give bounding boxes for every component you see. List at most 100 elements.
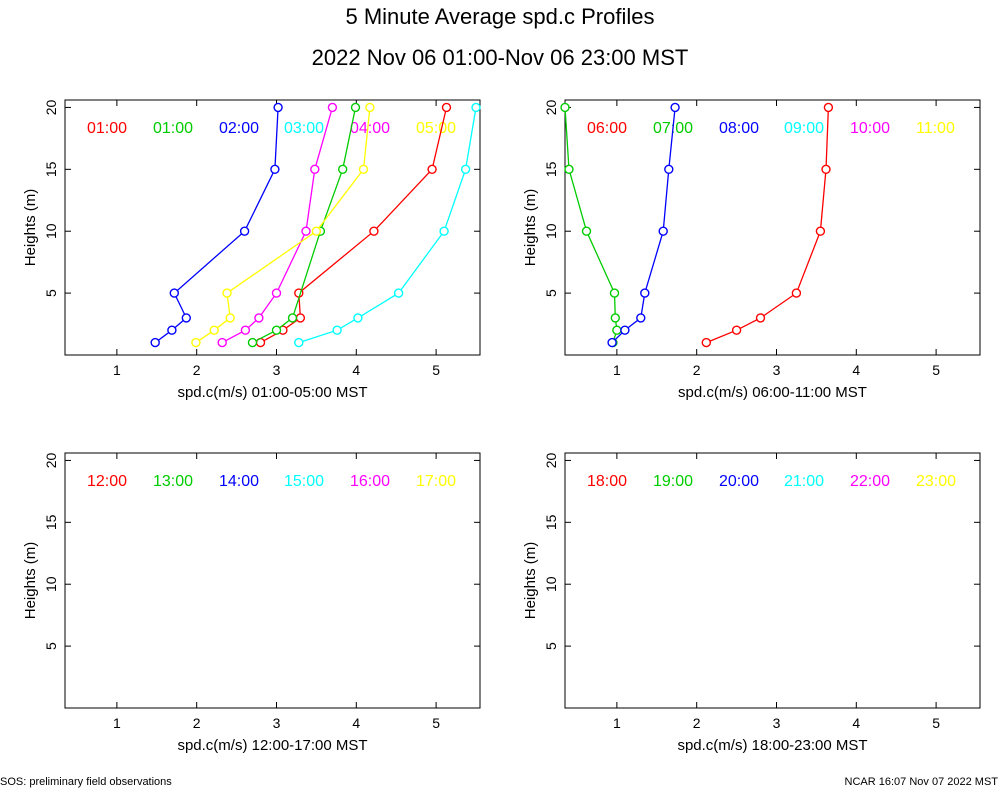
x-tick-label: 5: [432, 715, 440, 731]
data-point: [755, 313, 766, 323]
y-tick-label: 5: [543, 642, 559, 650]
x-tick-label: 4: [852, 362, 860, 378]
legend-entry: 01:00: [87, 120, 127, 137]
legend-entry: 11:00: [916, 120, 955, 137]
y-tick-label: 5: [43, 642, 59, 650]
y-axis-label: Heights (m): [22, 542, 39, 620]
legend-entry: 23:00: [916, 473, 956, 490]
data-point: [271, 325, 282, 335]
y-tick-label: 15: [543, 161, 559, 177]
data-point: [823, 102, 834, 113]
legend-entry: 01:00: [153, 120, 193, 137]
data-point: [815, 226, 826, 236]
x-tick-label: 3: [273, 715, 281, 731]
legend-entry: 17:00: [416, 473, 456, 490]
x-tick-label: 4: [352, 715, 360, 731]
x-axis-label: spd.c(m/s) 18:00-23:00 MST: [677, 737, 867, 754]
x-tick-label: 5: [932, 715, 940, 731]
data-point: [560, 102, 570, 113]
legend-entry: 19:00: [653, 473, 693, 490]
y-tick-label: 10: [543, 223, 559, 239]
data-point: [217, 337, 227, 348]
x-axis-label: spd.c(m/s) 01:00-05:00 MST: [177, 384, 367, 401]
legend-entry: 20:00: [719, 473, 759, 490]
footer-source-note: SOS: preliminary field observations: [0, 776, 172, 788]
data-point: [209, 325, 219, 335]
y-tick-label: 15: [43, 161, 59, 177]
x-tick-label: 3: [773, 362, 781, 378]
plot-frame: [564, 99, 981, 356]
data-point: [353, 313, 363, 323]
data-point: [658, 226, 668, 236]
data-point: [701, 337, 711, 348]
y-tick-label: 20: [543, 452, 559, 468]
data-point: [310, 164, 320, 175]
data-point: [294, 337, 304, 348]
y-tick-label: 10: [43, 223, 59, 239]
legend-entry: 08:00: [719, 120, 759, 137]
data-point: [327, 102, 338, 113]
legend-entry: 22:00: [850, 473, 890, 490]
data-point: [393, 288, 404, 298]
data-point: [427, 164, 437, 175]
data-point: [295, 313, 306, 323]
plot-frame: [64, 452, 481, 709]
y-tick-label: 20: [43, 452, 59, 468]
plot-frame: [564, 452, 981, 709]
data-point: [609, 288, 620, 298]
y-axis-label: Heights (m): [522, 542, 539, 620]
series-line: [611, 107, 676, 344]
data-point: [564, 164, 574, 175]
x-tick-label: 1: [113, 715, 121, 731]
data-point: [311, 226, 322, 236]
x-tick-label: 5: [932, 362, 940, 378]
x-tick-label: 2: [193, 362, 201, 378]
x-axis-label: spd.c(m/s) 06:00-11:00 MST: [678, 384, 867, 401]
y-tick-label: 10: [543, 576, 559, 592]
x-tick-label: 5: [432, 362, 440, 378]
legend-entry: 02:00: [219, 120, 259, 137]
legend-entry: 06:00: [587, 120, 627, 137]
legend-entry: 10:00: [850, 120, 890, 137]
legend-entry: 15:00: [284, 473, 324, 490]
y-tick-label: 20: [543, 99, 559, 115]
legend-entry: 21:00: [784, 473, 824, 490]
data-point: [225, 313, 235, 323]
data-point: [670, 102, 680, 113]
data-point: [731, 325, 742, 335]
x-tick-label: 3: [773, 715, 781, 731]
data-point: [338, 164, 348, 175]
x-tick-label: 1: [113, 362, 121, 378]
series-line: [706, 107, 830, 344]
data-point: [636, 313, 646, 323]
series-line: [260, 107, 448, 344]
data-point: [240, 325, 251, 335]
y-axis-label: Heights (m): [22, 189, 39, 267]
legend-entry: 12:00: [87, 473, 127, 490]
data-point: [222, 288, 232, 298]
chart-title: 5 Minute Average spd.c Profiles: [345, 4, 655, 29]
y-tick-label: 10: [43, 576, 59, 592]
series-line: [154, 107, 279, 344]
plot-frame: [64, 99, 481, 356]
data-point: [301, 226, 311, 236]
x-tick-label: 2: [693, 362, 701, 378]
data-point: [239, 226, 250, 236]
data-point: [350, 102, 361, 113]
data-point: [332, 325, 342, 335]
data-point: [791, 288, 802, 298]
data-point: [664, 164, 674, 175]
series-line: [298, 107, 477, 344]
data-point: [273, 102, 283, 113]
series-line: [195, 107, 371, 344]
legend-entry: 09:00: [784, 120, 824, 137]
data-point: [640, 288, 650, 298]
data-point: [471, 102, 481, 113]
x-tick-label: 4: [852, 715, 860, 731]
y-tick-label: 20: [43, 99, 59, 115]
legend-entry: 04:00: [350, 120, 390, 137]
data-point: [254, 313, 264, 323]
legend-entry: 16:00: [350, 473, 390, 490]
legend-entry: 05:00: [416, 120, 456, 137]
